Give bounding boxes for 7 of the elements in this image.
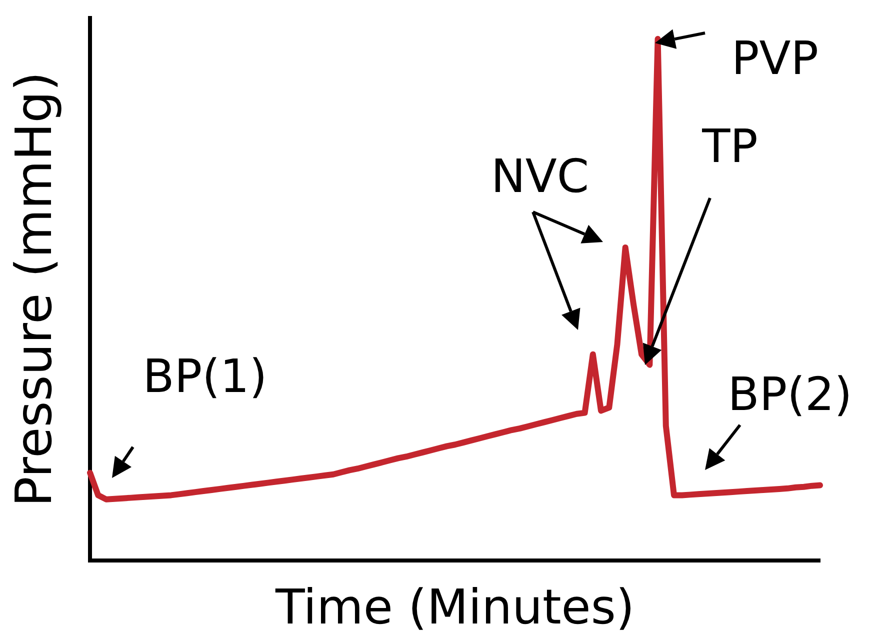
x-axis-title: Time (Minutes) xyxy=(274,580,635,636)
annotation: BP(2) xyxy=(728,366,852,421)
annotation: PVP xyxy=(732,30,818,85)
annotation: BP(1) xyxy=(142,348,268,403)
annotation: TP xyxy=(701,118,758,173)
annotation: NVC xyxy=(491,148,589,203)
y-axis-title: Pressure (mmHg) xyxy=(4,72,63,507)
